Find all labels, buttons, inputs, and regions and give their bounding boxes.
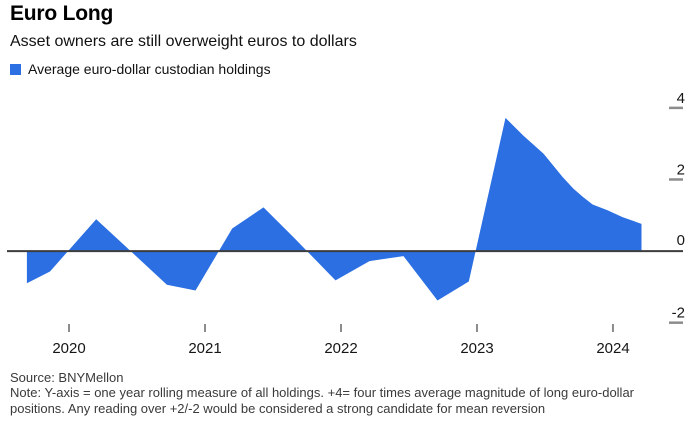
x-axis-label: 2020 [52, 340, 85, 357]
source-text: Source: BNYMellon [10, 370, 124, 385]
x-axis-label: 2023 [460, 340, 493, 357]
x-axis-label: 2021 [188, 340, 221, 357]
y-axis-label: 0 [677, 232, 685, 249]
x-axis-label: 2022 [324, 340, 357, 357]
legend: Average euro-dollar custodian holdings [10, 61, 271, 77]
note-text: Note: Y-axis = one year rolling measure … [10, 385, 635, 416]
y-axis-label: -2 [672, 305, 685, 322]
legend-label: Average euro-dollar custodian holdings [28, 61, 271, 77]
y-axis-label: 2 [677, 162, 685, 179]
chart-footnote: Source: BNYMellon Note: Y-axis = one yea… [10, 370, 676, 416]
x-axis-label: 2024 [596, 340, 629, 357]
y-axis-label: 4 [677, 90, 685, 107]
chart-subtitle: Asset owners are still overweight euros … [10, 33, 357, 50]
area-series-path [26, 117, 642, 301]
chart-title: Euro Long [10, 2, 114, 25]
area-chart: 4 2 0 -2 2020 2021 2022 2023 2024 [7, 90, 685, 357]
legend-swatch-icon [10, 63, 21, 75]
